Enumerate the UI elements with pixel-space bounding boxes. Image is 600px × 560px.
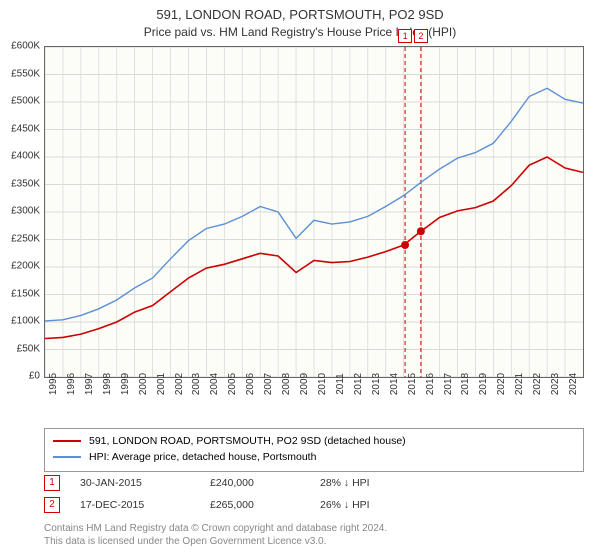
- x-tick-label: 2000: [138, 373, 149, 395]
- footer: Contains HM Land Registry data © Crown c…: [44, 522, 584, 548]
- y-tick-label: £50K: [17, 343, 40, 354]
- legend-label: HPI: Average price, detached house, Port…: [89, 451, 316, 463]
- x-tick-label: 1995: [48, 373, 59, 395]
- y-tick-label: £350K: [11, 178, 40, 189]
- y-tick-label: £500K: [11, 96, 40, 107]
- transaction-date: 30-JAN-2015: [80, 477, 210, 489]
- y-tick-label: £100K: [11, 316, 40, 327]
- x-tick-label: 2013: [371, 373, 382, 395]
- chart-container: 591, LONDON ROAD, PORTSMOUTH, PO2 9SD Pr…: [0, 0, 600, 560]
- x-tick-label: 2002: [174, 373, 185, 395]
- x-tick-label: 2008: [281, 373, 292, 395]
- y-tick-label: £250K: [11, 233, 40, 244]
- x-tick-label: 2010: [317, 373, 328, 395]
- legend-item: 591, LONDON ROAD, PORTSMOUTH, PO2 9SD (d…: [53, 433, 575, 449]
- chart-plot-area: 12: [44, 46, 584, 378]
- footer-line-2: This data is licensed under the Open Gov…: [44, 535, 584, 548]
- chart-subtitle: Price paid vs. HM Land Registry's House …: [0, 25, 600, 39]
- transaction-price: £240,000: [210, 477, 320, 489]
- x-tick-label: 2024: [568, 373, 579, 395]
- y-tick-label: £600K: [11, 41, 40, 52]
- x-tick-label: 2011: [335, 373, 346, 395]
- x-tick-label: 2020: [496, 373, 507, 395]
- x-tick-label: 2012: [353, 373, 364, 395]
- transaction-price: £265,000: [210, 499, 320, 511]
- x-tick-label: 2019: [478, 373, 489, 395]
- x-tick-label: 2007: [263, 373, 274, 395]
- legend-label: 591, LONDON ROAD, PORTSMOUTH, PO2 9SD (d…: [89, 435, 406, 447]
- transaction-delta: 28% ↓ HPI: [320, 477, 430, 489]
- x-tick-label: 2005: [227, 373, 238, 395]
- y-tick-label: £200K: [11, 261, 40, 272]
- x-tick-label: 2018: [460, 373, 471, 395]
- x-tick-label: 2023: [550, 373, 561, 395]
- x-tick-label: 2001: [156, 373, 167, 395]
- chart-marker-badge-1: 1: [398, 29, 412, 43]
- x-tick-label: 2022: [532, 373, 543, 395]
- x-tick-label: 2009: [299, 373, 310, 395]
- y-tick-label: £300K: [11, 206, 40, 217]
- legend: 591, LONDON ROAD, PORTSMOUTH, PO2 9SD (d…: [44, 428, 584, 472]
- x-tick-label: 1999: [120, 373, 131, 395]
- x-tick-label: 2003: [191, 373, 202, 395]
- transaction-badge: 1: [44, 475, 60, 491]
- transaction-date: 17-DEC-2015: [80, 499, 210, 511]
- x-tick-label: 1997: [84, 373, 95, 395]
- x-tick-label: 2015: [407, 373, 418, 395]
- x-tick-label: 2021: [514, 373, 525, 395]
- y-tick-label: £450K: [11, 123, 40, 134]
- transaction-delta: 26% ↓ HPI: [320, 499, 430, 511]
- x-tick-label: 2014: [389, 373, 400, 395]
- y-tick-label: £400K: [11, 151, 40, 162]
- chart-marker-badge-2: 2: [414, 29, 428, 43]
- transactions-table: 1 30-JAN-2015£240,00028% ↓ HPI 2 17-DEC-201…: [44, 472, 584, 516]
- footer-line-1: Contains HM Land Registry data © Crown c…: [44, 522, 584, 535]
- transaction-badge: 2: [44, 497, 60, 513]
- x-tick-label: 1998: [102, 373, 113, 395]
- legend-item: HPI: Average price, detached house, Port…: [53, 449, 575, 465]
- x-tick-label: 1996: [66, 373, 77, 395]
- x-axis-labels: 1995199619971998199920002001200220032004…: [44, 380, 584, 428]
- y-tick-label: £550K: [11, 68, 40, 79]
- x-tick-label: 2006: [245, 373, 256, 395]
- x-tick-label: 2017: [443, 373, 454, 395]
- x-tick-label: 2016: [425, 373, 436, 395]
- chart-svg: [45, 47, 583, 377]
- legend-swatch: [53, 456, 81, 458]
- transaction-row: 1 30-JAN-2015£240,00028% ↓ HPI: [44, 472, 584, 494]
- transaction-row: 2 17-DEC-2015£265,00026% ↓ HPI: [44, 494, 584, 516]
- legend-swatch: [53, 440, 81, 442]
- y-tick-label: £150K: [11, 288, 40, 299]
- y-axis-labels: £0£50K£100K£150K£200K£250K£300K£350K£400…: [0, 46, 42, 378]
- x-tick-label: 2004: [209, 373, 220, 395]
- y-tick-label: £0: [29, 371, 40, 382]
- chart-title: 591, LONDON ROAD, PORTSMOUTH, PO2 9SD: [0, 0, 600, 24]
